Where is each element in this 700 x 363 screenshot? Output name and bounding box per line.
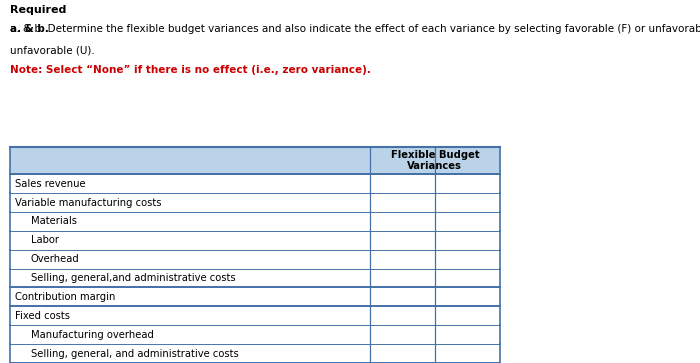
Text: Labor: Labor [31,235,59,245]
Text: Manufacturing overhead: Manufacturing overhead [31,330,154,340]
Text: Flexible Budget
Variances: Flexible Budget Variances [391,150,480,171]
Text: a. & b. Determine the flexible budget variances and also indicate the effect of : a. & b. Determine the flexible budget va… [10,24,700,34]
Text: Fixed costs: Fixed costs [15,311,71,321]
Bar [10,344,500,363]
Text: Contribution margin: Contribution margin [15,292,116,302]
Bar [10,193,500,212]
Text: Required: Required [10,5,66,16]
Bar [10,306,500,325]
Bar [10,212,500,231]
Text: Sales revenue: Sales revenue [15,179,86,189]
Bar [10,325,500,344]
Bar [10,250,500,269]
Text: a. & b.: a. & b. [10,24,49,34]
Bar [10,287,500,306]
Bar [10,269,500,287]
Bar [10,174,500,193]
Text: Selling, general,and administrative costs: Selling, general,and administrative cost… [31,273,235,283]
Text: Materials: Materials [31,216,77,227]
Text: Variable manufacturing costs: Variable manufacturing costs [15,197,162,208]
Text: unfavorable (U).: unfavorable (U). [10,45,94,56]
Bar [10,147,500,174]
Text: Overhead: Overhead [31,254,80,264]
Bar [10,231,500,250]
Text: Note: Select “None” if there is no effect (i.e., zero variance).: Note: Select “None” if there is no effec… [10,65,371,76]
Text: Selling, general, and administrative costs: Selling, general, and administrative cos… [31,348,239,359]
